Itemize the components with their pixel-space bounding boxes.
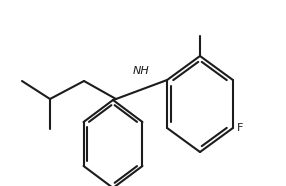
Text: NH: NH [133, 65, 150, 76]
Text: F: F [237, 123, 243, 133]
